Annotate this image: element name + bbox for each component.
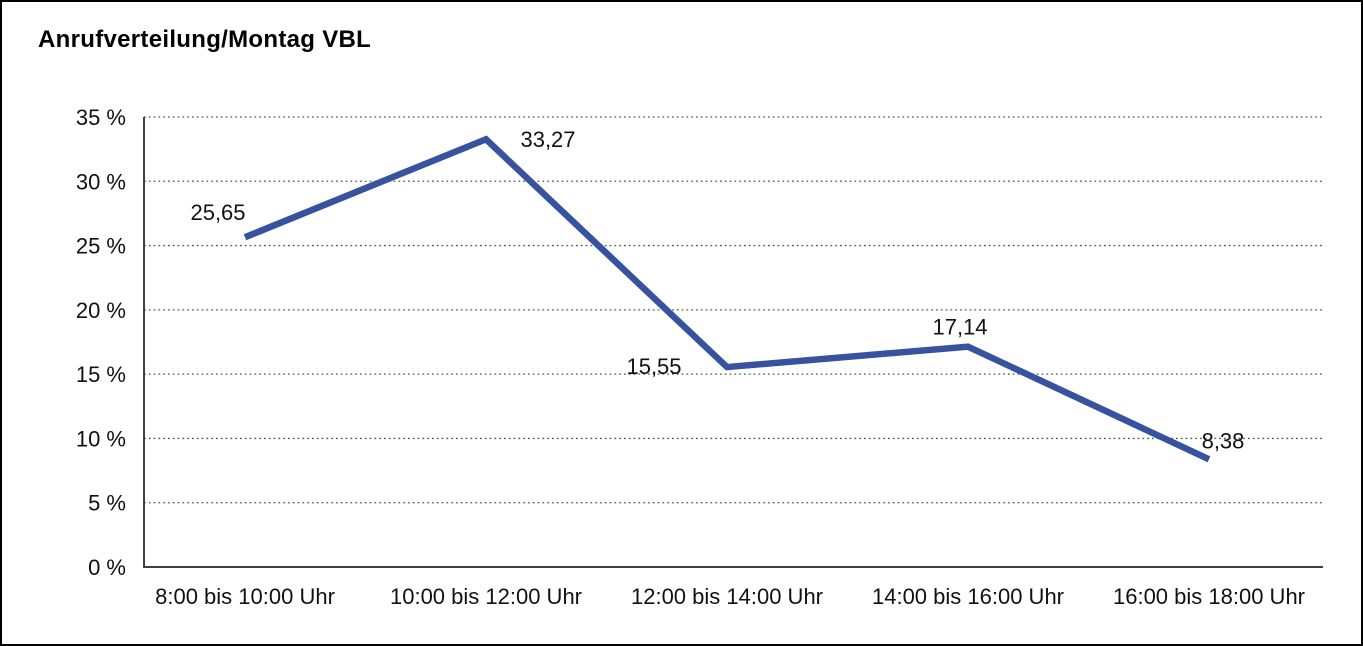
y-tick-label: 10 % — [76, 426, 126, 451]
x-tick-label: 12:00 bis 14:00 Uhr — [631, 584, 823, 609]
x-tick-label: 10:00 bis 12:00 Uhr — [390, 584, 582, 609]
x-tick-label: 16:00 bis 18:00 Uhr — [1113, 584, 1305, 609]
data-label: 17,14 — [932, 315, 987, 340]
y-tick-label: 5 % — [88, 491, 126, 516]
x-tick-label: 14:00 bis 16:00 Uhr — [872, 584, 1064, 609]
y-tick-label: 0 % — [88, 555, 126, 580]
series-line — [243, 135, 1211, 463]
x-tick-label: 8:00 bis 10:00 Uhr — [155, 584, 335, 609]
data-label: 15,55 — [626, 354, 681, 379]
y-tick-label: 25 % — [76, 234, 126, 259]
y-tick-label: 20 % — [76, 298, 126, 323]
y-tick-label: 15 % — [76, 362, 126, 387]
y-tick-label: 35 % — [76, 105, 126, 130]
data-label: 25,65 — [190, 200, 245, 225]
y-tick-label: 30 % — [76, 169, 126, 194]
chart-title: Anrufverteilung/Montag VBL — [38, 26, 372, 53]
data-label: 8,38 — [1202, 428, 1245, 453]
data-label: 33,27 — [520, 127, 575, 152]
